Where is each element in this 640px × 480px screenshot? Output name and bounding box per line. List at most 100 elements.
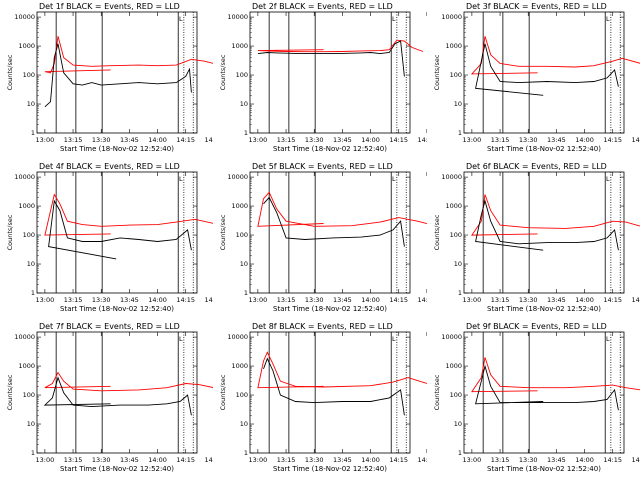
detector-panel: Det 2f BLACK = Events, RED = LLD Counts/s… bbox=[219, 2, 427, 153]
y-tick-label: 1000 bbox=[18, 362, 35, 370]
y-tick-label: 10000 bbox=[228, 13, 249, 21]
x-tick-label: 13:30 bbox=[519, 136, 538, 144]
lld-series-line bbox=[470, 36, 640, 75]
y-tick-label: 10 bbox=[453, 100, 461, 108]
x-tick-label: 13:30 bbox=[519, 296, 538, 304]
events-series-line bbox=[263, 196, 406, 247]
y-tick-label: 1000 bbox=[232, 42, 249, 50]
detector-panel: Det 6f BLACK = Events, RED = LLD Counts/s… bbox=[433, 162, 640, 313]
corner-mark: L bbox=[179, 335, 183, 343]
panel-title: Det 1f BLACK = Events, RED = LLD bbox=[39, 2, 180, 11]
y-tick-label: 1 bbox=[31, 289, 35, 297]
x-axis-label: Start Time (18-Nov-02 12:52:40) bbox=[487, 465, 601, 473]
x-tick-label: 14:30 bbox=[631, 136, 640, 144]
x-tick-label: 13:00 bbox=[36, 456, 55, 464]
x-tick-label: 13:30 bbox=[92, 456, 111, 464]
plot-frame bbox=[463, 171, 625, 294]
y-tick-label: 1000 bbox=[232, 202, 249, 210]
x-tick-label: 13:15 bbox=[64, 136, 83, 144]
y-tick-label: 1000 bbox=[18, 42, 35, 50]
x-tick-label: 14:00 bbox=[575, 296, 594, 304]
events-series-line bbox=[474, 364, 619, 411]
x-tick-label: 13:45 bbox=[333, 456, 352, 464]
detector-panel: Det 3f BLACK = Events, RED = LLD Counts/s… bbox=[433, 2, 640, 153]
x-axis-label: Start Time (18-Nov-02 12:52:40) bbox=[487, 145, 601, 153]
x-tick-label: 13:00 bbox=[462, 136, 481, 144]
y-tick-label: 10 bbox=[240, 100, 248, 108]
x-tick-label: 13:00 bbox=[462, 296, 481, 304]
y-tick-label: 1000 bbox=[445, 362, 462, 370]
y-tick-label: 1 bbox=[458, 449, 462, 457]
plot-frame bbox=[463, 331, 625, 454]
lld-series-line bbox=[44, 36, 214, 74]
lld-series-line bbox=[44, 371, 214, 392]
y-tick-label: 10000 bbox=[228, 333, 249, 341]
panel-title: Det 4f BLACK = Events, RED = LLD bbox=[39, 162, 180, 171]
detector-panel: Det 4f BLACK = Events, RED = LLD Counts/s… bbox=[6, 162, 214, 313]
y-tick-label: 10000 bbox=[441, 13, 462, 21]
x-tick-label: 13:45 bbox=[333, 136, 352, 144]
y-axis-label: Counts/sec bbox=[6, 214, 14, 250]
detector-panel: Det 5f BLACK = Events, RED = LLD Counts/s… bbox=[219, 162, 427, 313]
x-tick-label: 13:15 bbox=[64, 456, 83, 464]
x-tick-label: 13:15 bbox=[490, 456, 509, 464]
lld-series-line bbox=[44, 193, 214, 236]
y-tick-label: 100 bbox=[236, 71, 248, 79]
x-tick-label: 14:30 bbox=[205, 296, 214, 304]
panel-title: Det 7f BLACK = Events, RED = LLD bbox=[39, 322, 180, 331]
x-tick-label: 13:15 bbox=[490, 296, 509, 304]
y-tick-label: 10000 bbox=[14, 173, 35, 181]
corner-mark: L bbox=[179, 175, 183, 183]
y-tick-label: 100 bbox=[449, 71, 461, 79]
panel-title: Det 2f BLACK = Events, RED = LLD bbox=[252, 2, 393, 11]
y-tick-label: 10 bbox=[240, 420, 248, 428]
y-tick-label: 1000 bbox=[445, 42, 462, 50]
x-tick-label: 13:15 bbox=[277, 456, 296, 464]
panel-title: Det 6f BLACK = Events, RED = LLD bbox=[466, 162, 607, 171]
events-series-line bbox=[258, 40, 406, 77]
y-tick-label: 1000 bbox=[18, 202, 35, 210]
events-series-line bbox=[48, 199, 192, 260]
y-tick-label: 1 bbox=[244, 289, 248, 297]
panel-title: Det 8f BLACK = Events, RED = LLD bbox=[252, 322, 393, 331]
x-tick-label: 14:00 bbox=[148, 136, 167, 144]
lld-series-line bbox=[470, 357, 640, 393]
corner-mark: L bbox=[179, 15, 183, 23]
x-tick-label: 13:00 bbox=[36, 296, 55, 304]
x-tick-label: 14:15 bbox=[603, 456, 622, 464]
y-tick-label: 1 bbox=[31, 449, 35, 457]
x-tick-label: 14:00 bbox=[575, 136, 594, 144]
x-tick-label: 14:30 bbox=[418, 136, 427, 144]
x-tick-label: 14:30 bbox=[631, 456, 640, 464]
x-tick-label: 13:15 bbox=[490, 136, 509, 144]
x-tick-label: 14:30 bbox=[418, 456, 427, 464]
x-tick-label: 13:15 bbox=[277, 136, 296, 144]
x-tick-label: 13:45 bbox=[547, 296, 566, 304]
y-axis-label: Counts/sec bbox=[6, 54, 14, 90]
y-tick-label: 10 bbox=[27, 100, 35, 108]
y-tick-label: 100 bbox=[23, 391, 35, 399]
y-axis-label: Counts/sec bbox=[433, 374, 441, 410]
x-tick-label: 13:30 bbox=[305, 136, 324, 144]
y-tick-label: 10 bbox=[27, 420, 35, 428]
x-tick-label: 14:00 bbox=[362, 136, 381, 144]
x-axis-label: Start Time (18-Nov-02 12:52:40) bbox=[60, 145, 174, 153]
panel-title: Det 9f BLACK = Events, RED = LLD bbox=[466, 322, 607, 331]
y-tick-label: 100 bbox=[449, 231, 461, 239]
x-tick-label: 13:15 bbox=[277, 296, 296, 304]
panel-title: Det 3f BLACK = Events, RED = LLD bbox=[466, 2, 607, 11]
detector-panel: Det 8f BLACK = Events, RED = LLD Counts/s… bbox=[219, 322, 427, 473]
x-tick-label: 13:15 bbox=[64, 296, 83, 304]
x-tick-label: 14:00 bbox=[362, 296, 381, 304]
x-tick-label: 13:30 bbox=[305, 296, 324, 304]
y-tick-label: 1 bbox=[244, 449, 248, 457]
events-series-line bbox=[474, 43, 619, 96]
x-tick-label: 14:30 bbox=[205, 136, 214, 144]
x-tick-label: 14:15 bbox=[390, 136, 409, 144]
y-axis-label: Counts/sec bbox=[433, 214, 441, 250]
lld-series-line bbox=[258, 39, 424, 53]
x-tick-label: 14:15 bbox=[390, 456, 409, 464]
y-tick-label: 10000 bbox=[228, 173, 249, 181]
x-tick-label: 13:00 bbox=[249, 136, 268, 144]
